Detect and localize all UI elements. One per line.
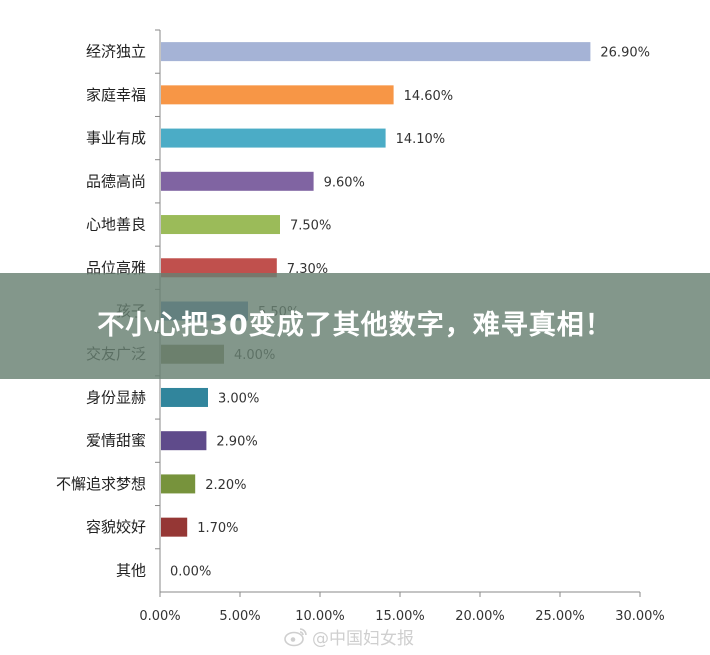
category-label: 心地善良 (86, 216, 146, 234)
data-label: 2.90% (216, 435, 257, 450)
category-label: 品位高雅 (86, 259, 146, 277)
weibo-icon (284, 627, 307, 646)
x-tick-label: 20.00% (455, 609, 505, 624)
category-label: 品德高尚 (86, 172, 146, 190)
x-tick-label: 25.00% (535, 609, 585, 624)
x-tick-label: 15.00% (375, 609, 425, 624)
category-label: 不懈追求梦想 (56, 475, 146, 493)
banner-text: 不小心把30变成了其他数字，难寻真相！ (97, 310, 613, 341)
bar (161, 215, 280, 235)
bar (161, 128, 386, 148)
watermark-text: @中国妇女报 (312, 629, 414, 649)
bar (161, 431, 207, 451)
bar (161, 517, 188, 537)
data-label: 14.10% (396, 132, 446, 147)
bar (161, 85, 394, 105)
data-label: 26.90% (600, 46, 650, 61)
ticks-layer: 0.00% 5.00% 10.00% 15.00% 20.00% 25.00% 30.00% (139, 29, 665, 624)
category-label: 身份显赫 (86, 388, 146, 406)
category-label: 爱情甜蜜 (86, 432, 146, 450)
bar (161, 171, 314, 191)
watermark: @中国妇女报 (284, 624, 414, 649)
category-label: 容貌姣好 (86, 518, 146, 536)
bar (161, 258, 277, 278)
category-label: 事业有成 (86, 129, 146, 147)
data-label: 7.50% (290, 219, 331, 234)
bar (161, 387, 208, 407)
data-label: 14.60% (404, 89, 454, 104)
data-label: 1.70% (197, 521, 238, 536)
bar (161, 474, 196, 494)
x-tick-label: 10.00% (295, 609, 345, 624)
x-tick-label: 30.00% (615, 609, 665, 624)
bar (161, 42, 591, 62)
data-label: 9.60% (324, 175, 365, 190)
data-label: 0.00% (170, 564, 211, 579)
data-label: 3.00% (218, 391, 259, 406)
x-tick-label: 0.00% (139, 609, 180, 624)
caption-banner: 不小心把30变成了其他数字，难寻真相！ (0, 273, 710, 379)
x-tick-label: 5.00% (219, 609, 260, 624)
category-label: 其他 (116, 561, 146, 579)
category-label: 经济独立 (86, 43, 146, 61)
category-label: 家庭幸福 (86, 86, 146, 104)
data-label: 2.20% (205, 478, 246, 493)
